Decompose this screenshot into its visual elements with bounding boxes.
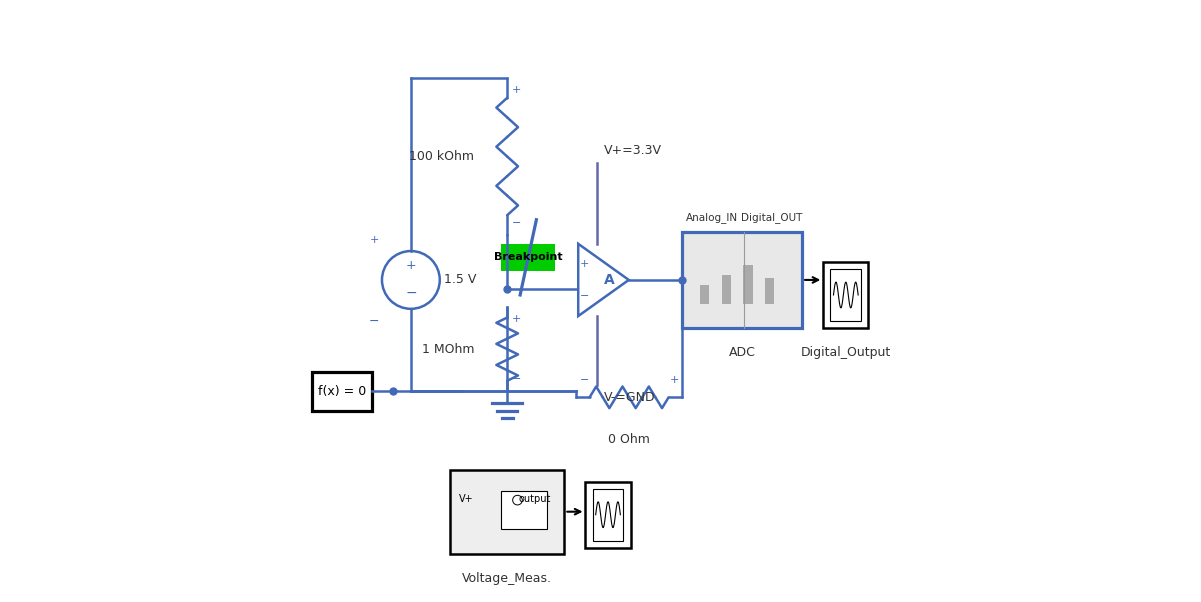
Text: −: − [512, 218, 521, 228]
FancyBboxPatch shape [823, 262, 868, 328]
Text: 1 MOhm: 1 MOhm [422, 343, 474, 356]
FancyBboxPatch shape [501, 244, 555, 271]
Text: −: − [579, 375, 588, 385]
FancyBboxPatch shape [450, 470, 564, 554]
Text: +: + [370, 235, 380, 245]
Text: ADC: ADC [729, 346, 755, 359]
Text: Voltage_Meas.: Voltage_Meas. [462, 572, 552, 585]
FancyBboxPatch shape [592, 489, 623, 541]
Bar [765, 278, 775, 304]
FancyBboxPatch shape [830, 269, 861, 321]
Text: Analog_IN: Analog_IN [686, 212, 737, 223]
Text: Digital_Output: Digital_Output [801, 346, 891, 359]
Bar [700, 285, 710, 304]
FancyBboxPatch shape [682, 232, 802, 328]
Text: +: + [512, 85, 521, 95]
Text: f(x) = 0: f(x) = 0 [317, 385, 366, 398]
FancyBboxPatch shape [311, 371, 372, 411]
Bar [722, 275, 731, 304]
FancyBboxPatch shape [585, 482, 631, 548]
Text: −: − [405, 286, 417, 300]
Text: 0 Ohm: 0 Ohm [608, 433, 650, 447]
Bar [502, 491, 548, 529]
Text: −: − [580, 291, 588, 301]
Text: A: A [604, 273, 615, 287]
Text: V+=3.3V: V+=3.3V [604, 143, 662, 157]
Text: V+: V+ [459, 494, 473, 504]
Text: 1.5 V: 1.5 V [444, 273, 477, 287]
Text: −: − [512, 374, 521, 384]
Text: +: + [669, 375, 679, 385]
Text: Digital_OUT: Digital_OUT [741, 212, 802, 223]
Text: +: + [406, 259, 417, 272]
Text: output: output [519, 494, 551, 504]
Text: +: + [512, 314, 521, 324]
Text: −: − [369, 315, 380, 328]
Text: V-=GND: V-=GND [604, 391, 655, 405]
Text: 100 kOhm: 100 kOhm [410, 150, 474, 163]
Text: Breakpoint: Breakpoint [494, 252, 562, 262]
Bar [743, 265, 753, 304]
Text: +: + [580, 259, 588, 269]
